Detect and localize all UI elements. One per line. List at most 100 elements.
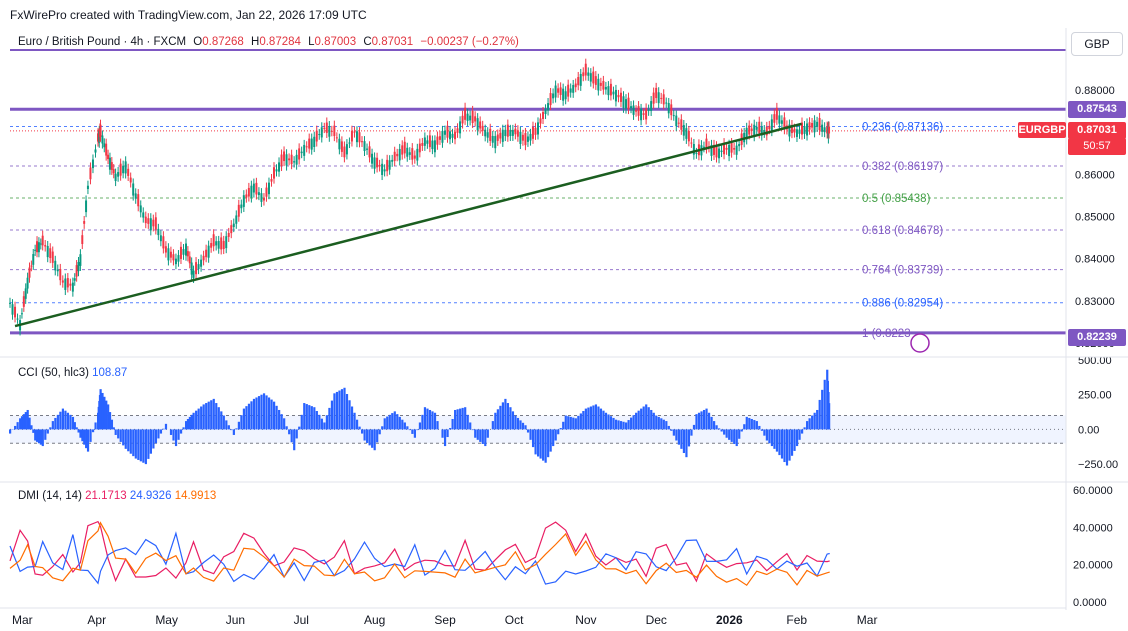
candle-body — [333, 125, 336, 137]
candle-body — [122, 165, 125, 174]
cci-bar — [330, 400, 334, 430]
cci-bar — [780, 429, 784, 459]
candle-body — [275, 169, 278, 172]
candle-body — [816, 121, 819, 127]
cci-bar — [456, 409, 459, 430]
price-series — [9, 58, 831, 336]
cci-pane: 500.00 250.00 0.00 −250.00 — [9, 355, 1118, 471]
candle-body — [139, 205, 142, 213]
candle-body — [428, 135, 431, 148]
candle-body — [134, 193, 137, 199]
cci-bar — [103, 396, 106, 430]
currency-button[interactable]: GBP — [1071, 32, 1123, 56]
cci-bar — [308, 405, 311, 430]
cci-bar — [494, 412, 497, 430]
candle-body — [54, 260, 57, 271]
cci-bar — [406, 426, 409, 430]
cci-bar — [137, 429, 140, 460]
candle-body — [315, 130, 318, 142]
candle-body — [806, 123, 809, 136]
candle-body — [602, 80, 605, 90]
candle-body — [267, 182, 270, 195]
candle-body — [758, 121, 761, 134]
cci-bar — [692, 424, 696, 430]
cci-bar — [632, 415, 635, 430]
cci-bar — [806, 421, 809, 430]
cci-bar — [509, 407, 512, 430]
chart-credit: FxWirePro created with TradingView.com, … — [10, 8, 367, 22]
candle-body — [577, 77, 580, 86]
x-tick-label: 2026 — [716, 613, 743, 627]
cci-bar — [426, 408, 429, 430]
cci-bar — [582, 411, 585, 430]
cci-bar — [44, 429, 47, 440]
candle-body — [537, 122, 539, 135]
low-value: 0.87003 — [314, 36, 357, 48]
cci-bar — [562, 421, 565, 430]
cci-bar — [298, 426, 301, 430]
cci-bar — [85, 429, 88, 449]
cci-bar — [710, 416, 713, 430]
cci-bar — [132, 429, 135, 457]
cci-bar — [670, 429, 673, 431]
cci-bar — [177, 429, 180, 440]
candle-body — [728, 144, 731, 157]
cci-bar — [604, 412, 608, 430]
cci-bar — [220, 411, 223, 430]
cci-bar — [614, 419, 618, 430]
candle-body — [105, 143, 108, 156]
candle-body — [169, 251, 172, 258]
cci-bar — [358, 426, 361, 430]
cci-bar — [428, 409, 432, 430]
cci-bar — [524, 425, 527, 430]
cci-bar — [174, 429, 178, 447]
cci-bar — [30, 425, 33, 430]
x-axis: Mar Apr May Jun Jul Aug Sep Oct Nov Dec 2026 Feb Mar — [12, 613, 877, 627]
candle-body — [682, 125, 685, 136]
cci-bar — [818, 399, 821, 430]
candle-body — [205, 249, 208, 258]
candle-body — [574, 83, 577, 88]
candle-body — [476, 118, 479, 131]
candle-body — [531, 126, 534, 139]
candle-body — [89, 167, 92, 180]
candle-body — [192, 270, 195, 278]
candle-body — [154, 217, 157, 230]
x-tick-label: Dec — [646, 613, 667, 627]
cci-bar — [386, 416, 389, 430]
candle-body — [672, 115, 675, 117]
resistance-price-tag: 0.87543 — [1068, 101, 1126, 118]
candle-body — [456, 128, 459, 133]
cci-bar — [164, 423, 168, 430]
candle-body — [567, 84, 570, 97]
candle-body — [22, 296, 25, 307]
cci-bar — [597, 406, 600, 430]
cci-bar — [86, 429, 90, 452]
candle-body — [210, 243, 213, 248]
cci-bar — [391, 413, 394, 430]
candle-body — [753, 124, 756, 137]
cci-bar — [569, 416, 572, 430]
candle-body — [186, 251, 189, 257]
cci-tick-label: 500.00 — [1078, 355, 1112, 367]
cci-bar — [325, 415, 328, 430]
cci-bar — [237, 421, 240, 430]
cci-bar — [262, 393, 266, 430]
cci-bar — [421, 414, 424, 430]
cci-bar — [71, 416, 75, 430]
change-value: −0.00237 (−0.27%) — [420, 36, 519, 48]
candle-body — [604, 86, 607, 90]
cci-bar — [101, 392, 104, 430]
candle-body — [313, 136, 316, 148]
cci-bar — [609, 416, 613, 430]
cci-bar — [110, 419, 114, 430]
cci-bar — [159, 429, 163, 434]
cci-bar — [105, 400, 108, 430]
cci-bar — [242, 408, 246, 430]
open-label: O — [193, 36, 203, 48]
cci-bar — [416, 429, 419, 431]
dmi-pane: 60.0000 40.0000 20.0000 0.0000 — [9, 485, 1113, 609]
cci-bar — [91, 429, 95, 433]
cci-bar — [785, 429, 789, 466]
candle-body — [230, 225, 233, 234]
